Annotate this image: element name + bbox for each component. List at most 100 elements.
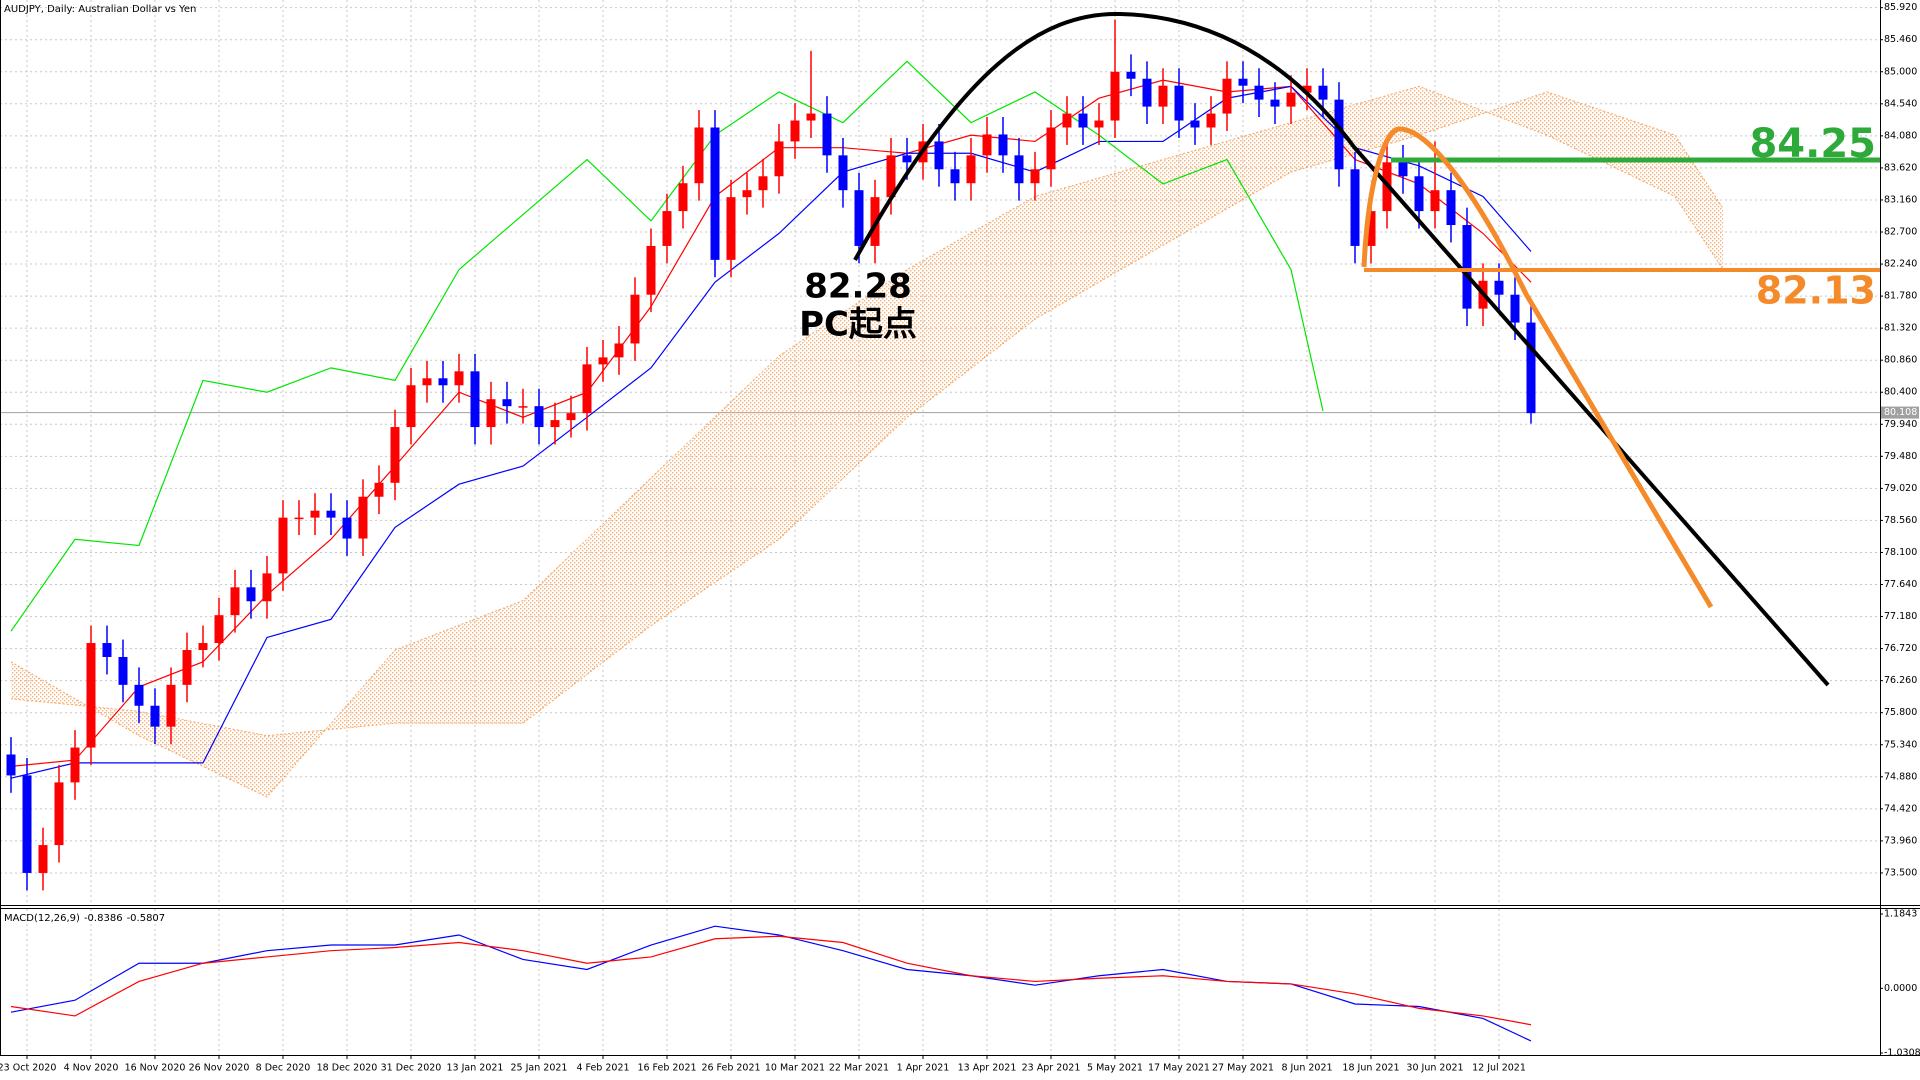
candle-body	[70, 747, 80, 783]
candle-body	[998, 134, 1008, 156]
x-tick-label: 25 Jan 2021	[511, 1063, 568, 1074]
candle-body	[1046, 127, 1056, 170]
candle-body	[1350, 169, 1360, 246]
x-tick-label: 17 May 2021	[1148, 1063, 1210, 1074]
macd-line	[10, 935, 1532, 1026]
candle-body	[358, 496, 368, 539]
x-tick-label: 5 May 2021	[1087, 1063, 1143, 1074]
annotation-support: 82.13	[1756, 269, 1876, 313]
x-tick-label: 26 Nov 2020	[189, 1063, 250, 1074]
x-tick-label: 10 Mar 2021	[765, 1063, 825, 1074]
candle-body	[310, 510, 320, 518]
y-tick-label: 74.420	[1884, 803, 1917, 814]
candle-body	[614, 343, 624, 358]
candle-body	[230, 587, 240, 616]
x-tick-label: 8 Dec 2020	[256, 1063, 311, 1074]
candle-body	[102, 643, 112, 657]
candle-body	[726, 197, 736, 260]
candle-body	[1126, 71, 1136, 79]
candle-body	[1190, 120, 1200, 128]
candle-body	[1206, 113, 1216, 128]
chart-title: AUDJPY, Daily: Australian Dollar vs Yen	[4, 4, 196, 15]
macd-name: MACD(12,26,9)	[4, 913, 80, 924]
candle-body	[934, 141, 944, 170]
candle-body	[1254, 85, 1264, 100]
frame	[0, 0, 1920, 1056]
x-tick-label: 22 Mar 2021	[829, 1063, 889, 1074]
y-tick-label: 79.020	[1884, 483, 1917, 494]
y-tick-label: 79.940	[1884, 419, 1917, 430]
candle-body	[694, 127, 704, 184]
x-tick-label: 31 Dec 2020	[381, 1063, 442, 1074]
candle-body	[982, 134, 992, 156]
annotation-start: PC起点	[799, 305, 917, 345]
y-tick-label: 80.400	[1884, 387, 1917, 398]
y-tick-label: 73.960	[1884, 835, 1917, 846]
orange-curve	[1361, 126, 1714, 609]
x-tick-label: 12 Jul 2021	[1472, 1063, 1526, 1074]
candle-body	[774, 141, 784, 177]
candle-body	[118, 656, 128, 685]
x-tick-label: 18 Dec 2020	[317, 1063, 378, 1074]
macd-value: -0.8386	[84, 913, 123, 924]
candle-body	[1174, 85, 1184, 121]
y-tick-label: 75.800	[1884, 707, 1917, 718]
candle-body	[1494, 280, 1504, 295]
x-tick-label: 18 Jun 2021	[1342, 1063, 1399, 1074]
y-tick-label: 85.920	[1884, 2, 1917, 13]
candle-body	[1158, 85, 1168, 107]
candle-body	[854, 190, 864, 246]
candle-body	[710, 127, 720, 260]
drawings: 82.28 PC起点 84.25 82.13	[799, 11, 1880, 687]
candle-body	[1446, 190, 1456, 226]
candle-body	[422, 378, 432, 386]
candle-body	[22, 775, 32, 873]
y-tick-label: 76.720	[1884, 643, 1917, 654]
y-tick-label: 75.340	[1884, 739, 1917, 750]
candle-body	[374, 482, 384, 497]
y-tick-label: 84.540	[1884, 98, 1917, 109]
y-tick-label: 73.500	[1884, 867, 1917, 878]
annotation-low: 82.28	[804, 267, 912, 307]
candle-body	[166, 684, 176, 727]
candle-body	[406, 385, 416, 428]
x-tick-label: 13 Apr 2021	[958, 1063, 1017, 1074]
candle-body	[1462, 225, 1472, 309]
y-tick-label: 80.860	[1884, 355, 1917, 366]
candle-body	[1286, 92, 1296, 107]
x-tick-label: 23 Oct 2020	[0, 1063, 56, 1074]
price-tag-label: 80.108	[1884, 407, 1917, 418]
x-tick-label: 13 Jan 2021	[447, 1063, 504, 1074]
candle-body	[182, 650, 192, 685]
y-tick-label: 83.160	[1884, 194, 1917, 205]
candle-body	[1030, 169, 1040, 184]
cloud-layer	[10, 85, 1724, 798]
candle-body	[1334, 99, 1344, 170]
candle-body	[438, 378, 448, 386]
candle-body	[262, 573, 272, 602]
candle-body	[454, 371, 464, 386]
candle-body	[1526, 322, 1536, 414]
candle-body	[950, 169, 960, 184]
x-tick-label: 23 Apr 2021	[1022, 1063, 1081, 1074]
candle-body	[1366, 211, 1376, 246]
cloud-span-a	[10, 85, 1724, 798]
candle-body	[1398, 162, 1408, 177]
y-tick-label: 77.640	[1884, 579, 1917, 590]
candle-body	[630, 294, 640, 344]
candle-body	[1094, 120, 1104, 128]
candle-body	[470, 371, 480, 428]
candle-body	[1430, 190, 1440, 212]
y-tick-label: 78.560	[1884, 515, 1917, 526]
y-tick-label: 81.780	[1884, 291, 1917, 302]
candle-body	[6, 754, 16, 776]
x-tick-label: 1 Apr 2021	[897, 1063, 950, 1074]
macd-title: MACD(12,26,9) -0.8386 -0.5807	[4, 913, 165, 924]
candle-body	[550, 420, 560, 428]
cloud	[11, 86, 1723, 798]
candle-body	[758, 176, 768, 191]
y-tick-label: 85.460	[1884, 34, 1917, 45]
candle-body	[134, 684, 144, 706]
